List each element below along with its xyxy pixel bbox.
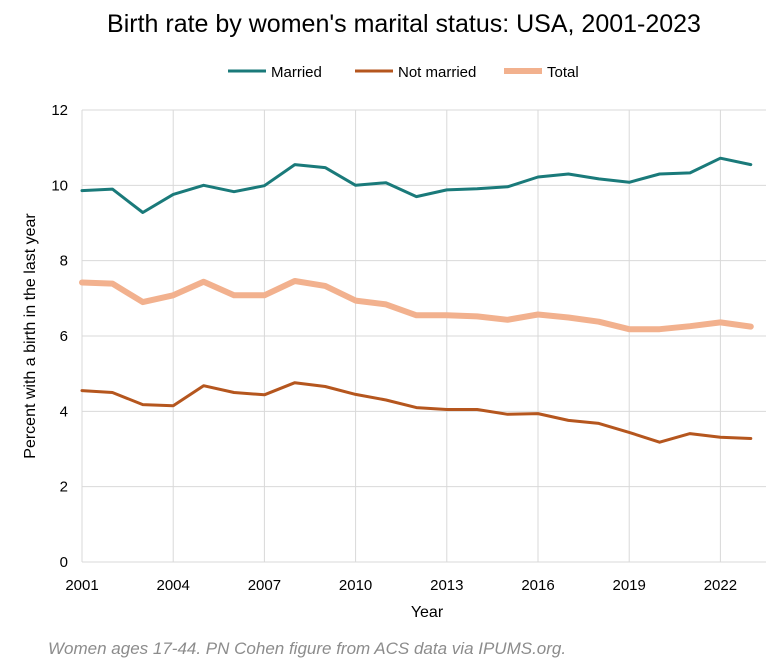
legend-label-total: Total [547, 64, 579, 81]
legend-label-not-married: Not married [398, 64, 476, 81]
series-line-not-married [80, 381, 753, 444]
y-tick-label: 8 [60, 253, 68, 270]
series-line-total [79, 278, 754, 333]
x-tick-label: 2007 [248, 577, 281, 594]
x-axis-ticks: 2001 2004 2007 2010 2013 2016 2019 2022 [65, 577, 737, 594]
x-tick-label: 2016 [521, 577, 554, 594]
y-tick-label: 2 [60, 479, 68, 496]
y-axis-ticks: 0 2 4 6 8 10 12 [51, 102, 68, 571]
y-tick-label: 12 [51, 102, 68, 119]
x-tick-label: 2004 [157, 577, 190, 594]
y-tick-label: 4 [60, 403, 68, 420]
x-tick-label: 2001 [65, 577, 98, 594]
x-axis-label: Year [411, 604, 444, 621]
y-axis-label: Percent with a birth in the last year [22, 213, 39, 459]
y-tick-label: 6 [60, 328, 68, 345]
y-tick-label: 0 [60, 554, 68, 571]
x-tick-label: 2019 [613, 577, 646, 594]
series-lines [79, 156, 754, 444]
legend: Married Not married Total [228, 64, 579, 81]
x-tick-label: 2010 [339, 577, 372, 594]
chart-title: Birth rate by women's marital status: US… [107, 10, 701, 38]
source-caption: Women ages 17-44. PN Cohen figure from A… [48, 639, 567, 658]
legend-label-married: Married [271, 64, 322, 81]
y-tick-label: 10 [51, 177, 68, 194]
x-tick-label: 2013 [430, 577, 463, 594]
gridlines [81, 109, 766, 563]
x-tick-label: 2022 [704, 577, 737, 594]
series-line-married [80, 156, 753, 214]
